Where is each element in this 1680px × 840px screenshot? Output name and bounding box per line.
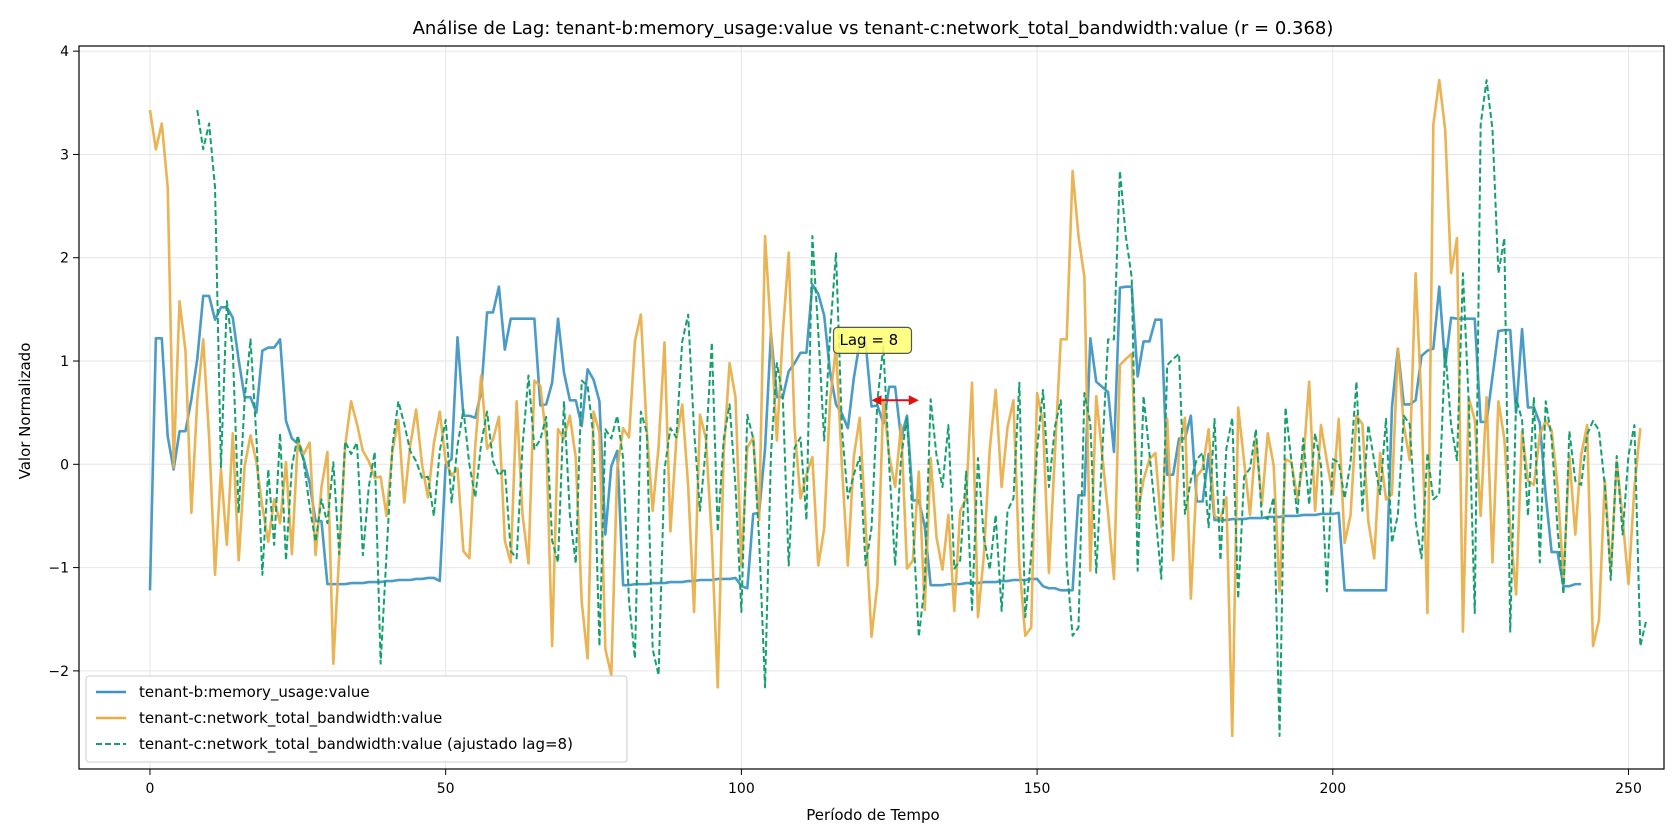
y-tick-label: 3 [60,147,69,163]
y-axis-label: Valor Normalizado [16,343,34,480]
y-tick-label: −2 [48,664,69,680]
x-tick-label: 250 [1615,781,1642,797]
y-axis-ticks: −2 −1 0 1 2 3 4 [48,44,79,680]
legend: tenant-b:memory_usage:value tenant-c:net… [85,675,628,763]
y-tick-label: 2 [60,251,69,267]
x-tick-label: 150 [1024,781,1051,797]
plot-area-frame [78,45,1665,770]
y-tick-label: 1 [60,354,69,370]
lag-label: Lag = 8 [840,331,899,349]
lag-annotation: Lag = 8 [832,326,919,406]
y-tick-label: 0 [60,457,69,473]
x-tick-label: 100 [728,781,755,797]
x-tick-label: 200 [1319,781,1346,797]
legend-box [85,675,628,763]
x-tick-label: 0 [146,781,155,797]
series-network-bandwidth-line [148,78,1642,738]
x-tick-label: 50 [437,781,455,797]
legend-label-network-bandwidth-lagged: tenant-c:network_total_bandwidth:value (… [139,735,573,754]
chart-title: Análise de Lag: tenant-b:memory_usage:va… [413,18,1334,39]
lag-label-box [832,326,913,354]
legend-label-memory-usage: tenant-b:memory_usage:value [139,683,370,702]
y-tick-label: −1 [48,561,69,577]
lag-arrow-head-right [908,395,919,406]
series-network-bandwidth-lagged-line [196,79,1648,737]
x-axis-label: Período de Tempo [806,806,939,824]
lag-arrow-head-left [871,395,882,406]
x-axis-ticks: 0 50 100 150 200 250 [146,769,1642,797]
legend-label-network-bandwidth: tenant-c:network_total_bandwidth:value [139,709,442,728]
y-tick-label: 4 [60,44,69,60]
